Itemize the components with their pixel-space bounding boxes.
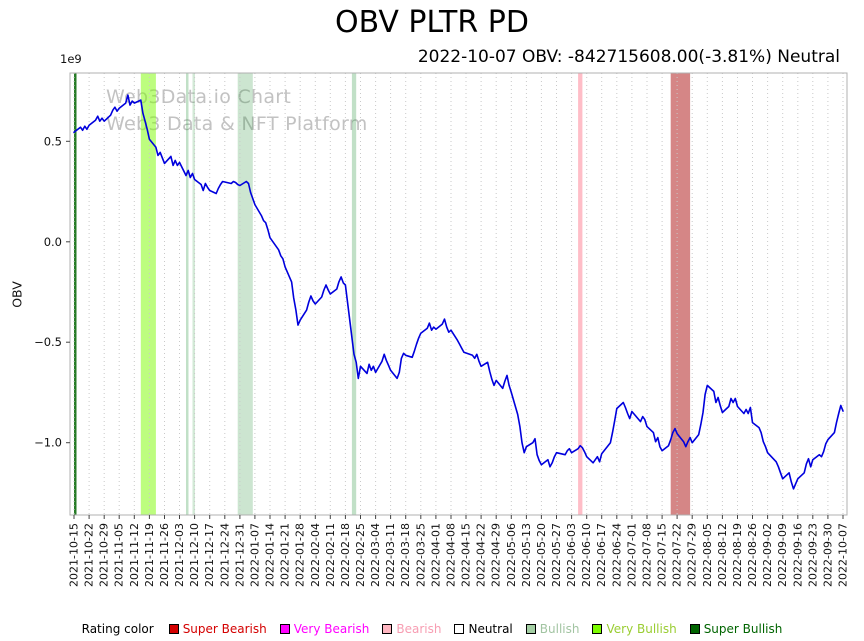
rating-legend: Rating color Super Bearish Very Bearish Be… — [0, 622, 864, 636]
chart-subtitle: 2022-10-07 OBV: -842715608.00(-3.81%) Ne… — [417, 47, 840, 67]
x-tick-label: 2021-11-26 — [158, 523, 171, 587]
x-tick-label: 2022-09-02 — [761, 523, 774, 587]
x-tick-label: 2022-04-22 — [475, 523, 488, 587]
legend-label: Super Bullish — [703, 622, 783, 636]
x-tick-label: 2022-05-13 — [520, 523, 533, 587]
x-tick-label: 2022-09-30 — [821, 523, 834, 587]
y-tick-label: 0.0 — [44, 235, 62, 249]
x-tick-label: 2022-01-28 — [294, 523, 307, 587]
x-tick-label: 2022-10-07 — [837, 523, 850, 587]
x-tick-label: 2022-07-08 — [641, 523, 654, 587]
x-tick-label: 2022-04-29 — [490, 523, 503, 587]
x-tick-label: 2022-03-11 — [384, 523, 397, 587]
legend-item-bullish: Bullish — [525, 622, 580, 636]
legend-label: Neutral — [468, 622, 513, 636]
legend-item-very-bearish: Very Bearish — [279, 622, 370, 636]
x-tick-label: 2022-02-18 — [339, 523, 352, 587]
obv-line-series — [73, 94, 844, 490]
x-tick-label: 2022-09-23 — [806, 523, 819, 587]
x-tick-label: 2022-04-15 — [460, 523, 473, 587]
y-axis-label: OBV — [9, 281, 25, 308]
x-tick-label: 2022-03-04 — [369, 523, 382, 587]
x-tick-label: 2021-12-24 — [218, 523, 231, 587]
x-tick-label: 2022-06-10 — [580, 523, 593, 587]
x-tick-label: 2022-08-26 — [746, 523, 759, 587]
rating-band-bullish — [186, 73, 189, 515]
legend-swatch — [689, 624, 700, 634]
x-tick-label: 2022-03-18 — [399, 523, 412, 587]
x-tick-label: 2021-12-31 — [233, 523, 246, 587]
y-axis-offset-label: 1e9 — [60, 52, 82, 66]
legend-swatch — [279, 624, 290, 634]
x-tick-label: 2022-05-27 — [550, 523, 563, 587]
legend-swatch — [525, 624, 536, 634]
x-tick-label: 2021-11-05 — [113, 523, 126, 587]
x-tick-label: 2022-07-29 — [686, 523, 699, 587]
legend-title: Rating color — [81, 622, 154, 636]
rating-band-super-bearish — [670, 73, 691, 515]
x-tick-label: 2022-07-01 — [625, 523, 638, 587]
legend-label: Super Bearish — [182, 622, 267, 636]
x-tick-label: 2022-01-14 — [264, 523, 277, 587]
x-tick-label: 2021-11-12 — [128, 523, 141, 587]
legend-swatch — [168, 624, 179, 634]
x-tick-label: 2022-03-25 — [414, 523, 427, 587]
x-tick-label: 2022-07-22 — [671, 523, 684, 587]
rating-band-bullish — [351, 73, 357, 515]
x-tick-label: 2022-08-19 — [731, 523, 744, 587]
rating-band-bullish — [192, 73, 195, 515]
legend-label: Bearish — [396, 622, 442, 636]
x-tick-label: 2022-09-16 — [791, 523, 804, 587]
x-tick-label: 2021-12-17 — [203, 523, 216, 587]
y-tick-label: −1.0 — [34, 436, 62, 450]
legend-label: Very Bullish — [606, 622, 677, 636]
x-tick-label: 2022-07-15 — [656, 523, 669, 587]
x-tick-label: 2022-06-24 — [610, 523, 623, 587]
x-tick-label: 2022-01-21 — [279, 523, 292, 587]
x-tick-label: 2021-12-03 — [173, 523, 186, 587]
legend-item-super-bearish: Super Bearish — [168, 622, 267, 636]
x-tick-label: 2022-08-05 — [701, 523, 714, 587]
legend-label: Bullish — [539, 622, 580, 636]
y-tick-label: 0.5 — [44, 134, 62, 148]
x-tick-label: 2022-06-17 — [595, 523, 608, 587]
x-tick-label: 2021-10-22 — [83, 523, 96, 587]
legend-label: Very Bearish — [293, 622, 370, 636]
plot-frame — [69, 72, 848, 516]
x-tick-label: 2022-05-20 — [535, 523, 548, 587]
x-tick-label: 2022-02-11 — [324, 523, 337, 587]
chart-title: OBV PLTR PD — [335, 5, 529, 40]
x-tick-label: 2022-06-03 — [565, 523, 578, 587]
x-tick-label: 2022-02-25 — [354, 523, 367, 587]
watermark-line2: Web3 Data & NFT Platform — [106, 113, 368, 135]
legend-swatch — [592, 624, 603, 634]
x-tick-label: 2022-02-04 — [309, 523, 322, 587]
x-tick-label: 2021-10-29 — [98, 523, 111, 587]
y-tick-label: −0.5 — [34, 335, 62, 349]
legend-swatch — [454, 624, 465, 634]
x-tick-label: 2022-09-09 — [776, 523, 789, 587]
legend-item-very-bullish: Very Bullish — [592, 622, 677, 636]
x-tick-label: 2022-04-01 — [429, 523, 442, 587]
legend-item-bearish: Bearish — [382, 622, 441, 636]
legend-item-super-bullish: Super Bullish — [689, 622, 783, 636]
x-tick-label: 2022-01-07 — [248, 523, 261, 587]
x-tick-label: 2021-12-10 — [188, 523, 201, 587]
rating-band-super-bullish — [74, 73, 77, 515]
x-tick-label: 2022-04-08 — [445, 523, 458, 587]
rating-band-bearish — [578, 73, 583, 515]
x-tick-label: 2022-08-12 — [716, 523, 729, 587]
legend-swatch — [382, 624, 393, 634]
x-tick-label: 2021-10-15 — [68, 523, 81, 587]
legend-item-neutral: Neutral — [454, 622, 513, 636]
x-tick-label: 2021-11-19 — [143, 523, 156, 587]
rating-band-very-bullish — [140, 73, 156, 515]
x-tick-label: 2022-05-06 — [505, 523, 518, 587]
